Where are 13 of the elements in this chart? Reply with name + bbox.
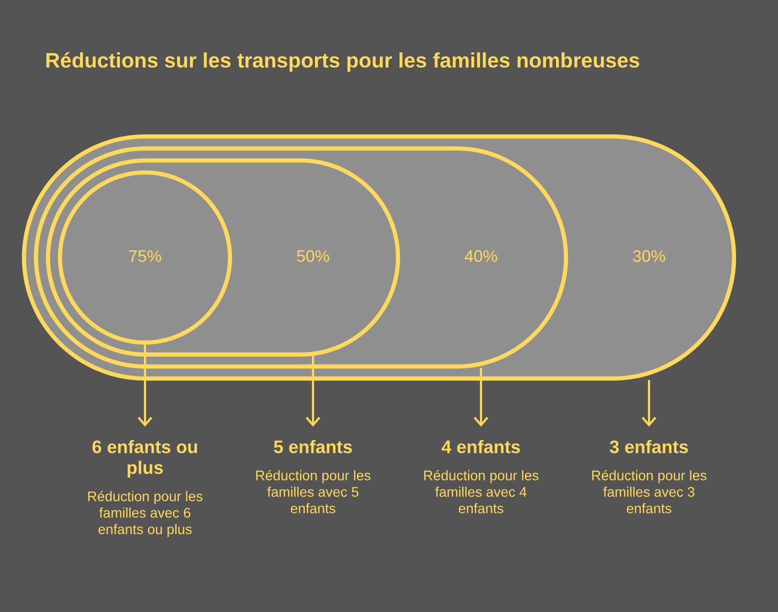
text: Réduction pour les familles avec 5 enfants	[256, 470, 370, 514]
category-label: 6 enfants ou plus	[92, 440, 197, 478]
text: Réduction pour les familles avec 4 enfants	[424, 470, 538, 514]
data-label: 40%	[464, 250, 498, 262]
data-label: 30%	[632, 250, 666, 262]
data-label: 50%	[296, 250, 330, 262]
text: Réductions sur les transports pour les familles nombreuses	[46, 52, 640, 72]
category-label: 3 enfants	[610, 440, 688, 454]
text: Réduction pour les familles avec 6 enfants ou plus	[88, 490, 202, 537]
text: Réduction pour les familles avec 3 enfants	[592, 470, 706, 514]
category-label: 4 enfants	[442, 440, 520, 454]
data-label: 75%	[129, 250, 162, 262]
category-label: 5 enfants	[274, 440, 352, 454]
